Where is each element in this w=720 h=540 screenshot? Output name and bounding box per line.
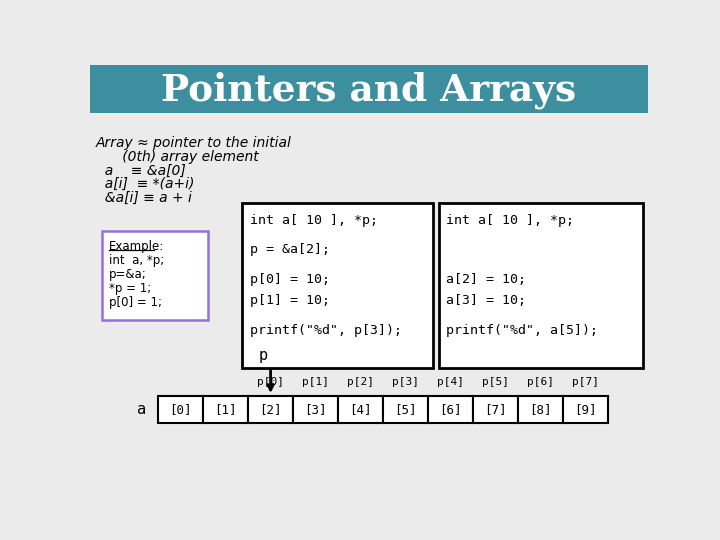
- Text: [0]: [0]: [169, 403, 192, 416]
- FancyBboxPatch shape: [438, 204, 644, 368]
- Text: a[i]  ≡ *(a+i): a[i] ≡ *(a+i): [96, 177, 194, 191]
- Text: p[0] = 10;: p[0] = 10;: [250, 273, 330, 286]
- Bar: [203, 396, 248, 423]
- Text: &a[i] ≡ a + i: &a[i] ≡ a + i: [96, 191, 192, 205]
- Text: p = &a[2];: p = &a[2];: [250, 244, 330, 256]
- Text: p[2]: p[2]: [347, 377, 374, 387]
- Text: Example:: Example:: [109, 240, 164, 253]
- Text: printf("%d", p[3]);: printf("%d", p[3]);: [250, 323, 402, 336]
- Text: p[7]: p[7]: [572, 377, 599, 387]
- Text: p=&a;: p=&a;: [109, 268, 146, 281]
- Text: [2]: [2]: [259, 403, 282, 416]
- Bar: [293, 396, 338, 423]
- Text: [1]: [1]: [215, 403, 237, 416]
- Bar: [473, 396, 518, 423]
- Text: p[3]: p[3]: [392, 377, 419, 387]
- Text: [5]: [5]: [394, 403, 417, 416]
- Text: (0th) array element: (0th) array element: [96, 150, 259, 164]
- Text: *p = 1;: *p = 1;: [109, 282, 151, 295]
- Text: Pointers and Arrays: Pointers and Arrays: [161, 71, 577, 109]
- Text: [8]: [8]: [529, 403, 552, 416]
- Bar: [428, 396, 473, 423]
- Text: p[0] = 1;: p[0] = 1;: [109, 296, 161, 309]
- Text: a[3] = 10;: a[3] = 10;: [446, 294, 526, 307]
- Bar: [383, 396, 428, 423]
- Text: a[2] = 10;: a[2] = 10;: [446, 273, 526, 286]
- Text: Array ≈ pointer to the initial: Array ≈ pointer to the initial: [96, 136, 292, 150]
- Bar: [338, 396, 383, 423]
- Text: p[4]: p[4]: [437, 377, 464, 387]
- Text: [3]: [3]: [305, 403, 327, 416]
- Text: [9]: [9]: [574, 403, 596, 416]
- Text: p[1] = 10;: p[1] = 10;: [250, 294, 330, 307]
- Bar: [158, 396, 203, 423]
- Text: [7]: [7]: [484, 403, 507, 416]
- FancyBboxPatch shape: [242, 204, 433, 368]
- Text: p[6]: p[6]: [527, 377, 554, 387]
- FancyBboxPatch shape: [102, 231, 208, 320]
- Text: p: p: [258, 348, 267, 363]
- FancyBboxPatch shape: [90, 65, 648, 112]
- Text: int a[ 10 ], *p;: int a[ 10 ], *p;: [250, 214, 378, 227]
- Text: a: a: [137, 402, 145, 417]
- Bar: [248, 396, 293, 423]
- Text: [4]: [4]: [349, 403, 372, 416]
- Text: a    ≡ &a[0]: a ≡ &a[0]: [96, 164, 186, 177]
- Bar: [563, 396, 608, 423]
- Text: int a[ 10 ], *p;: int a[ 10 ], *p;: [446, 214, 575, 227]
- Text: int  a, *p;: int a, *p;: [109, 254, 164, 267]
- Bar: [518, 396, 563, 423]
- Text: p[5]: p[5]: [482, 377, 509, 387]
- Text: printf("%d", a[5]);: printf("%d", a[5]);: [446, 323, 598, 336]
- Text: p[1]: p[1]: [302, 377, 329, 387]
- Text: p[0]: p[0]: [257, 377, 284, 387]
- Text: [6]: [6]: [439, 403, 462, 416]
